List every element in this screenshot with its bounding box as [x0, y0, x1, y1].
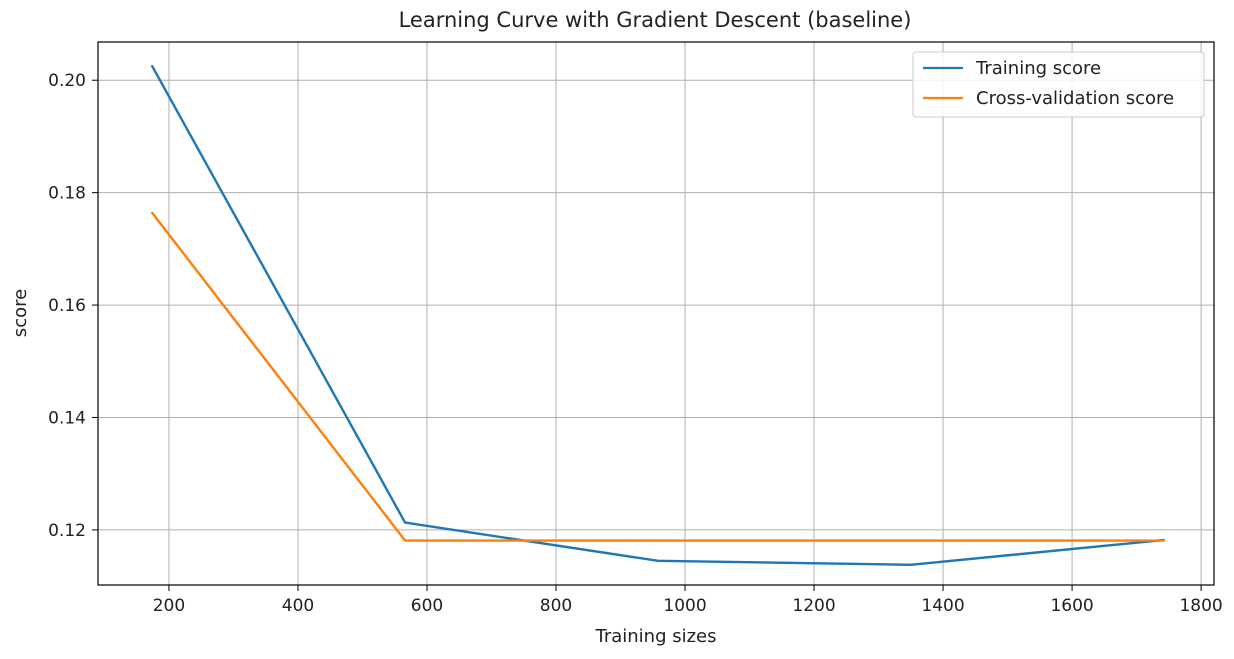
x-tick-label: 1400 — [921, 596, 964, 616]
x-tick-label: 800 — [540, 596, 572, 616]
legend: Training score Cross-validation score — [912, 51, 1205, 118]
x-tick-label: 1000 — [663, 596, 706, 616]
y-tick-label: 0.12 — [48, 521, 86, 541]
series-line-training — [150, 64, 1165, 566]
series-lines — [150, 64, 1165, 566]
series-line-cross-validation — [150, 211, 1165, 542]
x-axis-ticks: 200 400 600 800 1000 1200 1400 1600 1800 — [153, 585, 1223, 616]
y-tick-label: 0.14 — [48, 408, 86, 428]
x-axis-label: Training sizes — [594, 626, 716, 647]
x-tick-label: 200 — [153, 596, 185, 616]
x-tick-label: 1200 — [792, 596, 835, 616]
x-tick-label: 600 — [411, 596, 443, 616]
y-axis-ticks: 0.12 0.14 0.16 0.18 0.20 — [48, 71, 98, 541]
x-tick-label: 1600 — [1050, 596, 1093, 616]
x-tick-label: 1800 — [1179, 596, 1222, 616]
grid-lines — [98, 42, 1214, 585]
legend-label-cv: Cross-validation score — [976, 88, 1174, 109]
legend-label-training: Training score — [975, 58, 1101, 79]
plot-frame — [97, 41, 1215, 586]
legend-box — [912, 51, 1205, 118]
y-tick-label: 0.16 — [48, 296, 86, 316]
y-axis-label: score — [10, 289, 31, 337]
y-tick-label: 0.18 — [48, 184, 86, 204]
chart-title: Learning Curve with Gradient Descent (ba… — [399, 8, 912, 32]
y-tick-label: 0.20 — [48, 71, 86, 91]
x-tick-label: 400 — [282, 596, 314, 616]
